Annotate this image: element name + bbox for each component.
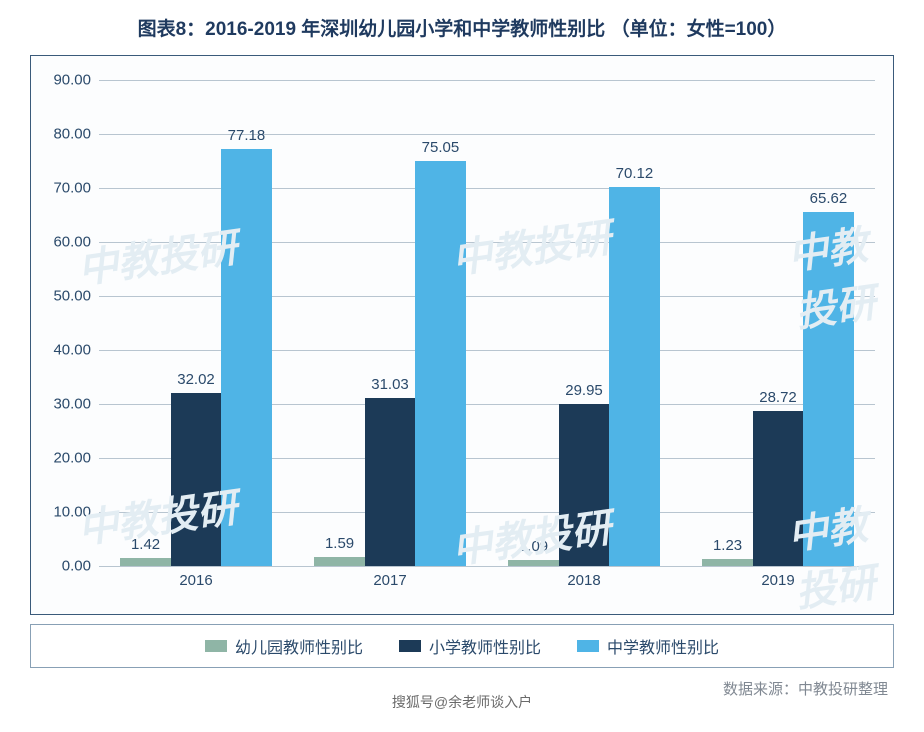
y-tick-label: 10.00 [31, 504, 91, 521]
bar [508, 560, 558, 566]
y-tick-label: 20.00 [31, 450, 91, 467]
y-tick-label: 30.00 [31, 396, 91, 413]
gridline [99, 350, 875, 351]
legend-item: 小学教师性别比 [399, 634, 541, 658]
bar-value-label: 65.62 [810, 190, 848, 207]
gridline [99, 566, 875, 567]
bar-value-label: 32.02 [177, 371, 215, 388]
y-tick-label: 0.00 [31, 558, 91, 575]
bar [702, 559, 752, 566]
y-tick-label: 70.00 [31, 180, 91, 197]
bar-value-label: 1.09 [519, 538, 548, 555]
legend-label: 小学教师性别比 [429, 634, 541, 658]
x-tick-label: 2019 [761, 572, 794, 589]
chart-area: 0.00 10.00 20.00 30.00 40.00 50.00 60.00 70.00 8… [30, 55, 894, 615]
bar [803, 212, 853, 566]
legend-label: 中学教师性别比 [607, 634, 719, 658]
legend-item: 幼儿园教师性别比 [205, 634, 363, 658]
gridline [99, 242, 875, 243]
y-tick-label: 80.00 [31, 126, 91, 143]
bar-value-label: 28.72 [759, 389, 797, 406]
legend-swatch [205, 640, 227, 652]
bar-value-label: 77.18 [228, 127, 266, 144]
bar-value-label: 31.03 [371, 376, 409, 393]
y-tick-label: 40.00 [31, 342, 91, 359]
bar [753, 411, 803, 566]
bar-value-label: 70.12 [616, 165, 654, 182]
x-tick-label: 2017 [373, 572, 406, 589]
x-tick-label: 2016 [179, 572, 212, 589]
legend: 幼儿园教师性别比 小学教师性别比 中学教师性别比 [30, 624, 894, 668]
chart-title: 图表8：2016-2019 年深圳幼儿园小学和中学教师性别比 （单位：女性=10… [0, 0, 924, 41]
x-tick-label: 2018 [567, 572, 600, 589]
legend-item: 中学教师性别比 [577, 634, 719, 658]
bar [609, 187, 659, 566]
y-tick-label: 90.00 [31, 72, 91, 89]
bar [221, 149, 271, 566]
bar [171, 393, 221, 566]
bar-value-label: 29.95 [565, 382, 603, 399]
plot-region: 0.0010.0020.0030.0040.0050.0060.0070.008… [99, 80, 875, 566]
bar [559, 404, 609, 566]
y-tick-label: 50.00 [31, 288, 91, 305]
bar-value-label: 1.42 [131, 536, 160, 553]
bar [365, 398, 415, 566]
gridline [99, 296, 875, 297]
legend-label: 幼儿园教师性别比 [235, 634, 363, 658]
legend-swatch [577, 640, 599, 652]
footer-watermark: 搜狐号@余老师谈入户 [392, 692, 532, 712]
legend-swatch [399, 640, 421, 652]
bar-value-label: 1.59 [325, 535, 354, 552]
gridline [99, 80, 875, 81]
gridline [99, 188, 875, 189]
bar [415, 161, 465, 566]
gridline [99, 134, 875, 135]
y-tick-label: 60.00 [31, 234, 91, 251]
bar [314, 557, 364, 566]
bar-value-label: 1.23 [713, 537, 742, 554]
bar [120, 558, 170, 566]
bar-value-label: 75.05 [422, 139, 460, 156]
data-source: 数据来源：中教投研整理 [723, 678, 888, 699]
